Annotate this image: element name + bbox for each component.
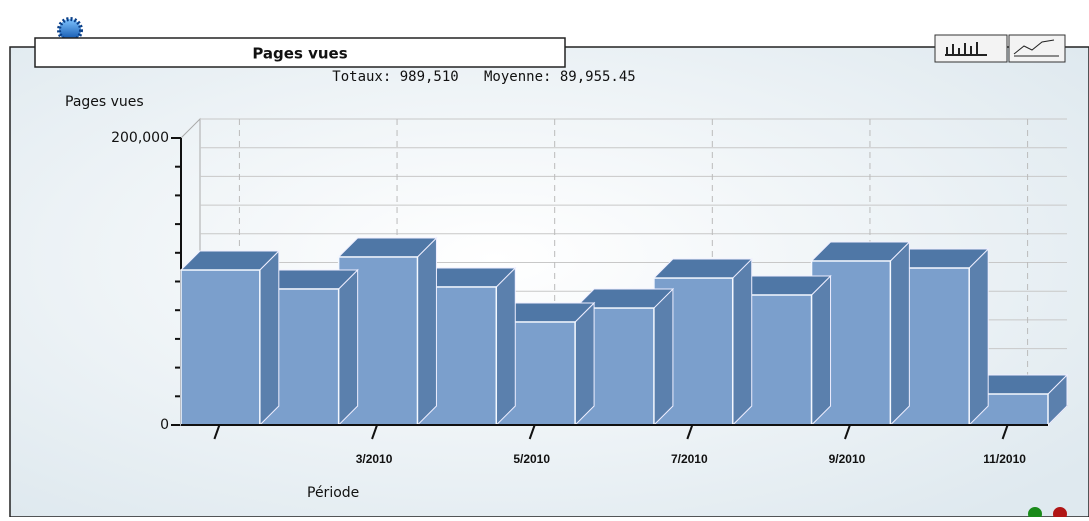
- bar-side: [889, 240, 910, 427]
- title-box: [34, 37, 566, 68]
- bar-side: [732, 257, 753, 427]
- bar-icon: [945, 42, 987, 56]
- bar-side: [259, 249, 280, 427]
- x-tick: [528, 424, 536, 440]
- line-icon: [1013, 39, 1059, 57]
- x-tick: [213, 424, 221, 440]
- chart-type-buttons: [934, 34, 1066, 63]
- bar-side: [968, 247, 989, 427]
- x-tick: [371, 424, 378, 440]
- line-chart-button[interactable]: [1008, 34, 1066, 63]
- y-tick-label: 0: [160, 417, 169, 433]
- y-axis-label: Pages vues: [65, 94, 144, 110]
- y-tick-label: 200,000: [111, 130, 169, 146]
- x-tick-label: 7/2010: [671, 452, 708, 466]
- x-tick: [686, 424, 694, 440]
- bar-side: [495, 266, 516, 427]
- x-tick-label: 9/2010: [829, 452, 866, 466]
- bar-side: [653, 287, 674, 427]
- x-tick: [844, 424, 851, 440]
- x-tick: [1001, 424, 1009, 440]
- x-tick-label: 3/2010: [356, 452, 393, 466]
- bar-side: [416, 236, 437, 427]
- x-axis-label: Période: [307, 485, 359, 501]
- x-tick-label: 11/2010: [983, 452, 1026, 466]
- chart-title: Pages vues: [252, 45, 347, 63]
- bar-side: [574, 301, 595, 427]
- bar-side: [338, 268, 359, 427]
- bar: [180, 269, 261, 426]
- x-tick-label: 5/2010: [513, 452, 550, 466]
- bar-side: [811, 274, 832, 427]
- subtitle: Totaux: 989,510 Moyenne: 89,955.45: [332, 69, 635, 85]
